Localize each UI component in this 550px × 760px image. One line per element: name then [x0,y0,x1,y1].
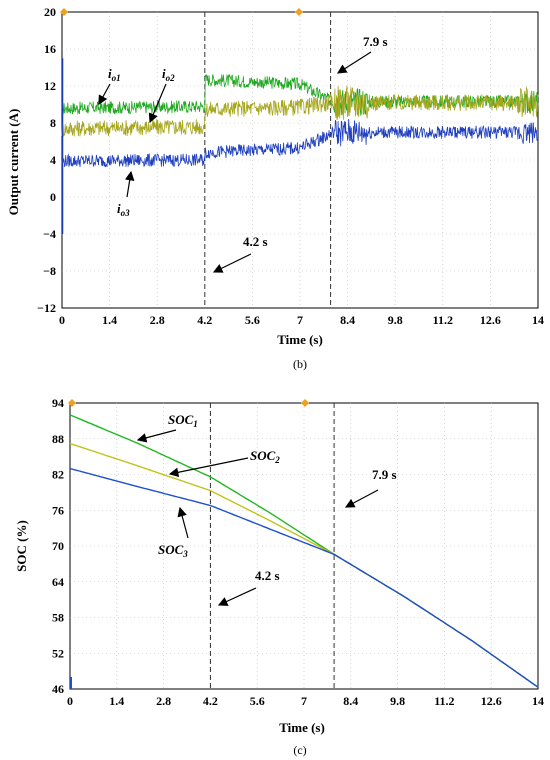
label-soc3: SOC3 [158,542,188,559]
y-ticks-c: 94 88 82 76 70 64 58 52 46 [52,396,64,696]
x-tick-7: 9.8 [390,694,405,708]
y-tick-2: 12 [44,79,56,93]
x-tick-1: 1.4 [109,694,124,708]
arrow-soc3 [177,506,189,539]
event-lines-b [204,12,332,308]
label-io3: io3 [117,201,130,218]
series-line-soc3 [69,467,539,688]
y-tick-8: −12 [37,301,56,315]
marker-c-left [68,399,76,407]
x-tick-10: 14 [532,313,544,327]
x-tick-3: 4.2 [197,313,212,327]
y-axis-label-c: SOC (%) [14,520,29,572]
y-tick-6: −4 [43,227,56,241]
x-tick-9: 12.6 [481,694,502,708]
y-tick-2: 82 [52,468,64,482]
annotation-4-2s-c: 4.2 s [255,568,280,583]
marker-c-mid [301,399,309,407]
x-ticks-c: 0 1.4 2.8 4.2 5.6 7 8.4 9.8 11.2 12.6 14 [67,694,544,708]
y-tick-7: 52 [52,646,64,660]
label-soc1: SOC1 [168,412,198,429]
y-axis-label-b: Output current (A) [6,109,21,216]
y-tick-7: −8 [43,264,56,278]
annotation-7-9s-c: 7.9 s [372,467,397,482]
x-tick-1: 1.4 [102,313,117,327]
arrow-io2 [148,83,167,124]
x-ticks-b: 0 1.4 2.8 4.2 5.6 7 8.4 9.8 11.2 12.6 14 [59,313,544,327]
y-tick-4: 70 [52,539,64,553]
marker-b-mid [295,8,303,16]
arrow-io1 [98,83,111,106]
series-group-c [69,414,539,688]
x-tick-5: 7 [297,313,303,327]
y-tick-1: 88 [52,432,64,446]
x-tick-4: 5.6 [245,313,260,327]
series-line-io3 [61,118,539,168]
y-tick-0: 20 [44,5,56,19]
x-tick-6: 8.4 [340,313,355,327]
y-tick-6: 58 [52,611,64,625]
caption-b: (b) [293,357,307,371]
series-group-b [61,58,539,234]
y-tick-1: 16 [44,42,56,56]
y-tick-8: 46 [52,682,64,696]
x-tick-5: 7 [301,694,307,708]
annotation-4-2s-b: 4.2 s [243,234,268,249]
label-soc2: SOC2 [250,448,280,465]
arrow-soc1 [136,429,177,443]
x-tick-8: 11.2 [433,313,453,327]
y-tick-5: 64 [52,575,64,589]
x-tick-2: 2.8 [156,694,171,708]
x-tick-2: 2.8 [150,313,165,327]
series-line-io2 [61,85,539,137]
x-tick-8: 11.2 [434,694,454,708]
x-tick-7: 9.8 [388,313,403,327]
x-tick-0: 0 [67,694,73,708]
y-ticks-b: 20 16 12 8 4 0 −4 −8 −12 [37,5,56,315]
y-tick-3: 76 [52,503,64,517]
arrow-soc2 [168,457,249,478]
x-tick-3: 4.2 [203,694,218,708]
chart-c: 94 88 82 76 70 64 58 52 46 0 1.4 2.8 4.2 5.6 7 8.4 9.8 1… [14,396,544,757]
x-axis-label-c: Time (s) [279,720,325,735]
y-tick-0: 94 [52,396,64,410]
x-tick-10: 14 [532,694,544,708]
arrow-4-2s-b [212,253,252,273]
series-line-io1 [61,73,539,116]
y-tick-3: 8 [50,116,56,130]
caption-c: (c) [293,743,306,757]
y-tick-5: 0 [50,190,56,204]
x-tick-9: 12.6 [480,313,501,327]
plot-frame-c [69,402,539,690]
label-io2: io2 [162,66,175,83]
label-io1: io1 [108,66,121,83]
x-tick-6: 8.4 [343,694,358,708]
annotation-7-9s-b: 7.9 s [363,34,388,49]
x-axis-label-b: Time (s) [277,332,323,347]
x-tick-4: 5.6 [250,694,265,708]
arrow-7-9s-b [336,51,372,74]
arrow-7-9s-c [344,489,379,508]
chart-b: 20 16 12 8 4 0 −4 −8 −12 0 1.4 2.8 4.2 5.6 7 8.4 9.8 11.… [6,5,544,371]
arrow-4-2s-c [217,587,257,606]
marker-b-left [60,8,68,16]
arrow-io3 [124,170,135,198]
y-tick-4: 4 [50,153,56,167]
x-tick-0: 0 [59,313,65,327]
